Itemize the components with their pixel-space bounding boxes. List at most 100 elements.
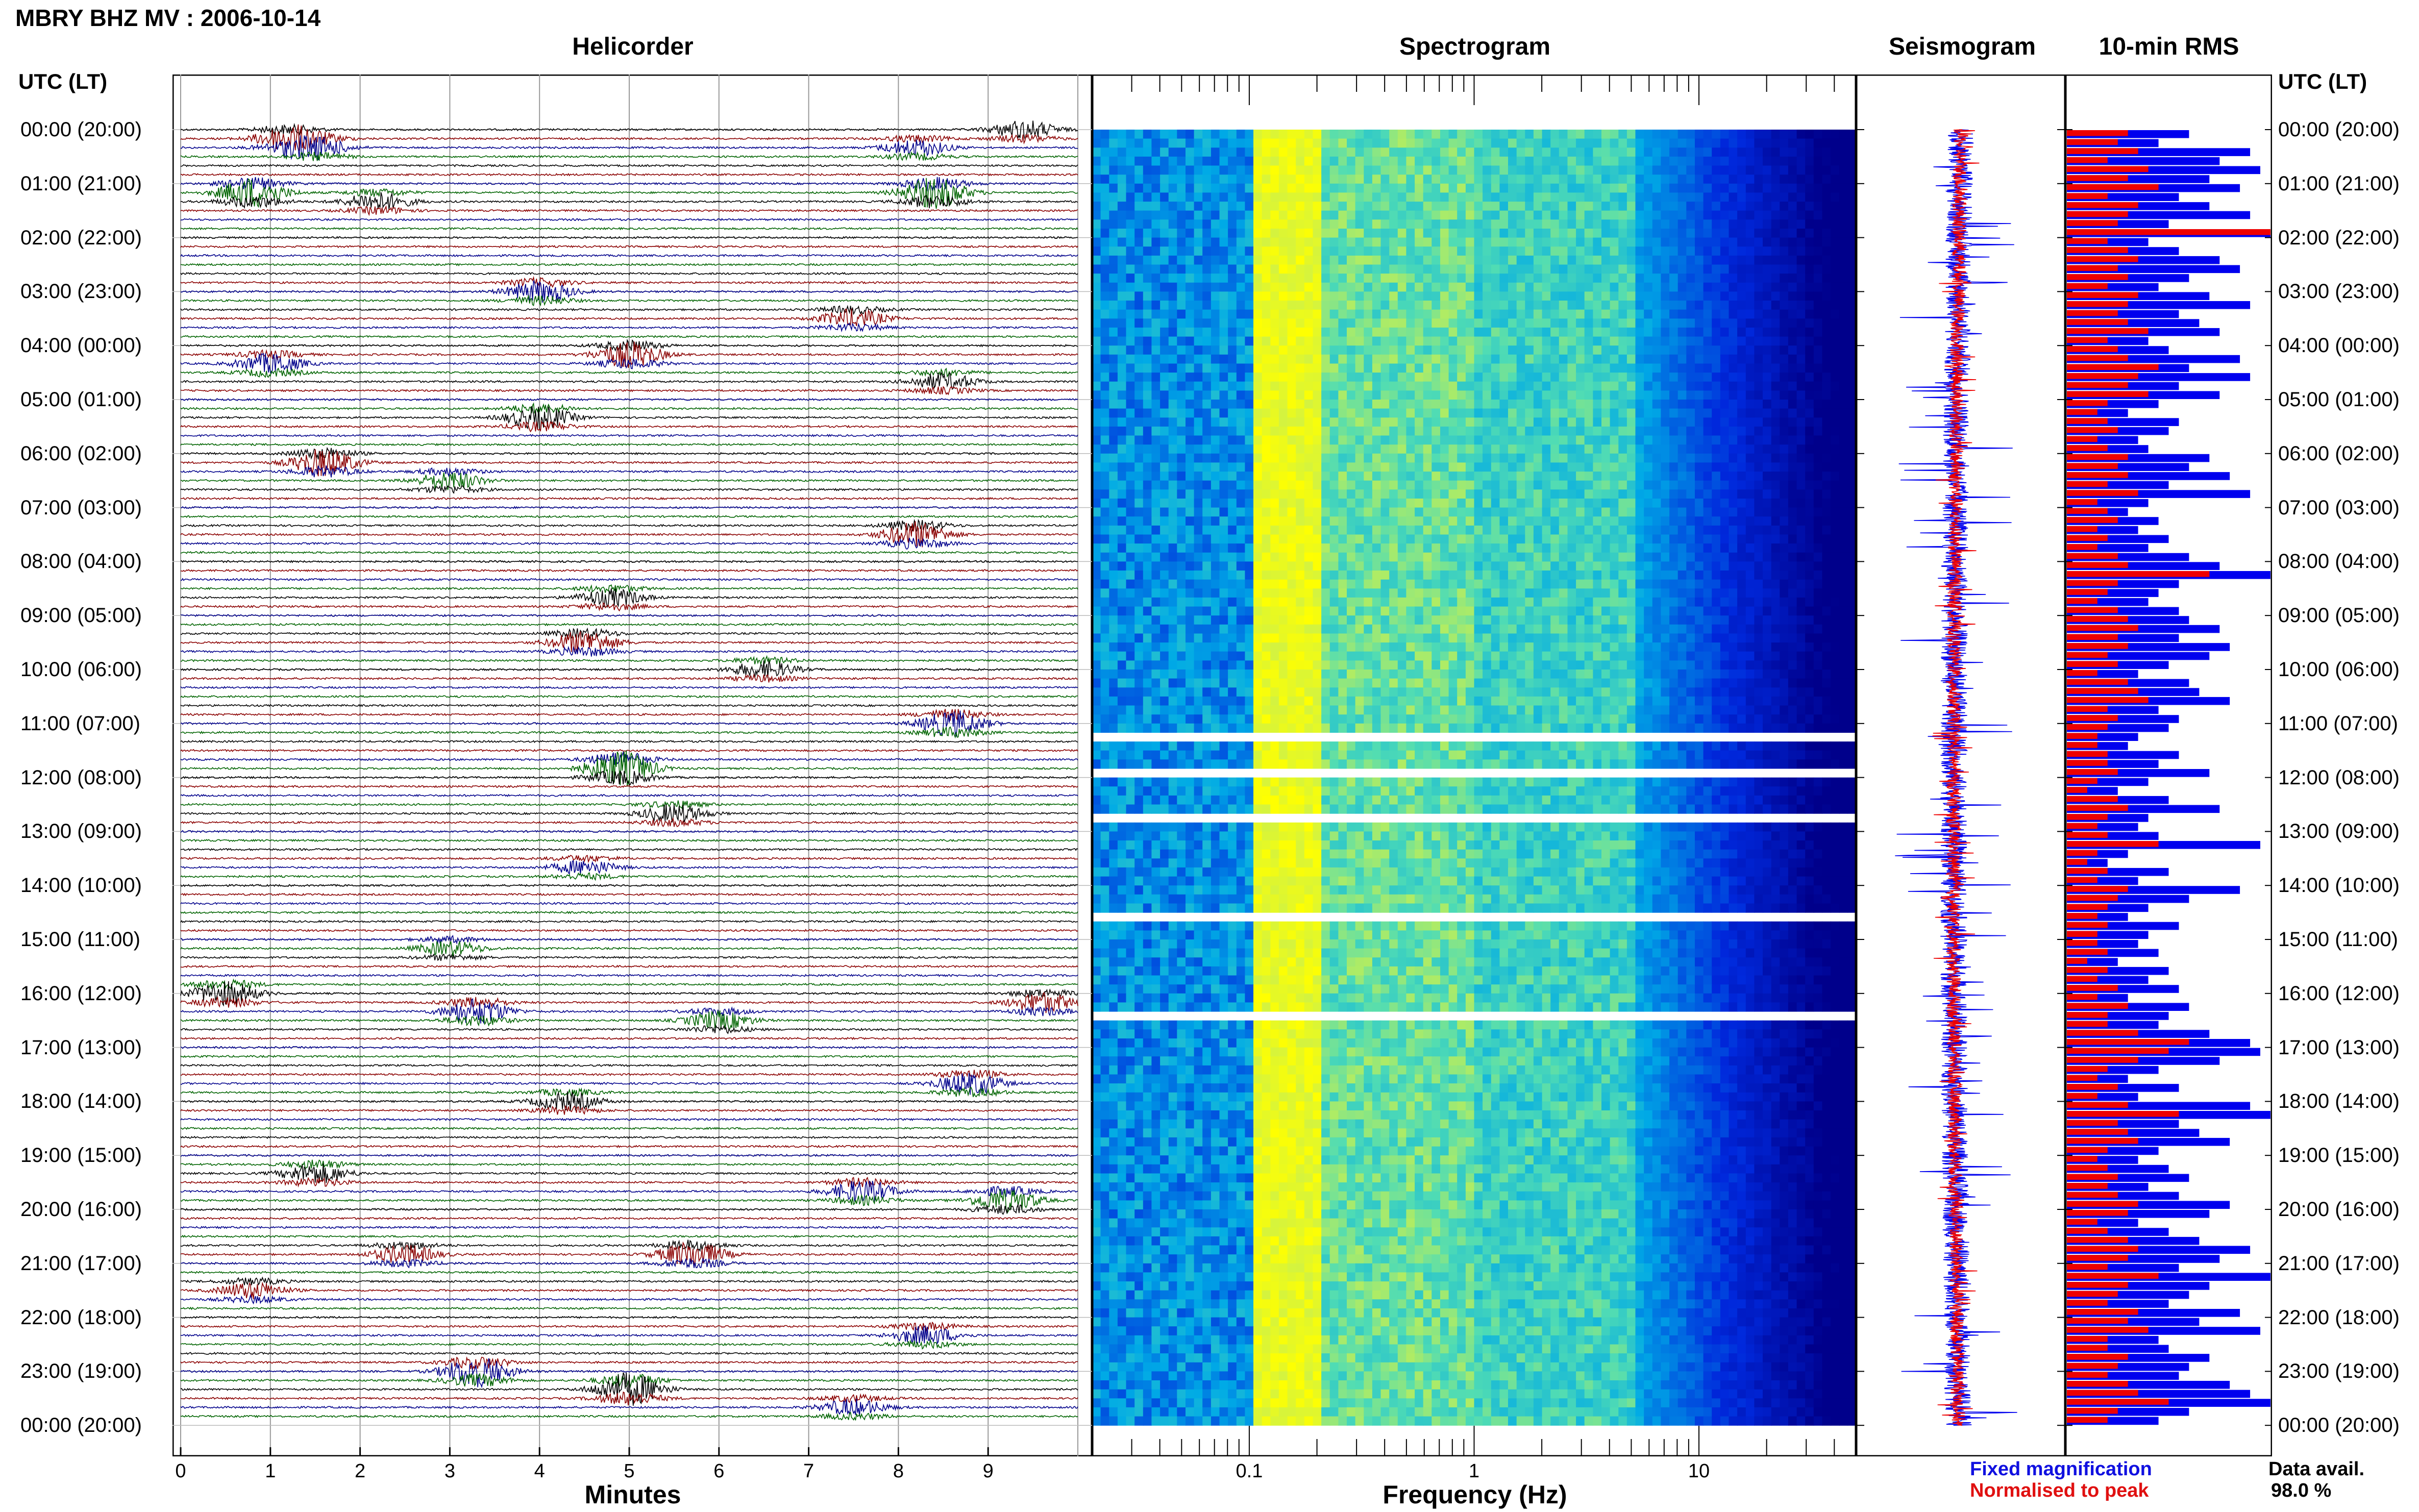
spectrogram-cell (1313, 363, 1322, 373)
spectrogram-cell (1364, 597, 1373, 607)
spectrogram-cell (1542, 489, 1551, 499)
spectrogram-cell (1109, 507, 1118, 517)
spectrogram-cell (1499, 301, 1509, 310)
spectrogram-cell (1737, 561, 1746, 571)
spectrogram-cell (1499, 480, 1509, 490)
spectrogram-cell (1695, 192, 1704, 202)
spectrogram-cell (1516, 336, 1526, 346)
spectrogram-cell (1296, 210, 1305, 220)
spectrogram-cell (1389, 507, 1398, 517)
spectrogram-cell (1253, 561, 1263, 571)
spectrogram-cell (1448, 327, 1458, 337)
spectrogram-cell (1559, 301, 1568, 310)
spectrogram-cell (1211, 237, 1220, 247)
spectrogram-cell (1372, 246, 1381, 256)
spectrogram-cell (1245, 525, 1254, 535)
spectrogram-cell (1287, 507, 1296, 517)
spectrogram-cell (1686, 274, 1695, 283)
spectrogram-cell (1822, 525, 1831, 535)
spectrogram-cell (1313, 282, 1322, 292)
spectrogram-cell (1465, 237, 1475, 247)
spectrogram-cell (1737, 327, 1746, 337)
spectrogram-cell (1780, 229, 1789, 238)
spectrogram-cell (1270, 472, 1279, 481)
spectrogram-cell (1270, 354, 1279, 364)
spectrogram-cell (1186, 462, 1195, 472)
spectrogram-cell (1194, 489, 1203, 499)
spectrogram-cell (1567, 597, 1576, 607)
spectrogram-cell (1177, 219, 1186, 229)
spectrogram-cell (1364, 499, 1373, 508)
spectrogram-cell (1796, 138, 1806, 148)
spectrogram-cell (1347, 588, 1356, 598)
spectrogram-cell (1729, 363, 1738, 373)
spectrogram-cell (1813, 255, 1823, 265)
spectrogram-cell (1236, 417, 1246, 427)
spectrogram-cell (1525, 156, 1534, 166)
spectrogram-cell (1745, 390, 1755, 400)
spectrogram-cell (1686, 246, 1695, 256)
spectrogram-cell (1576, 472, 1585, 481)
spectrogram-cell (1661, 489, 1670, 499)
spectrogram-cell (1143, 390, 1152, 400)
spectrogram-cell (1618, 373, 1627, 382)
spectrogram-cell (1796, 130, 1806, 139)
spectrogram-cell (1686, 444, 1695, 454)
spectrogram-cell (1677, 336, 1687, 346)
spectrogram-cell (1406, 147, 1415, 157)
spectrogram-cell (1228, 274, 1237, 283)
spectrogram-cell (1661, 264, 1670, 274)
helicorder-trace (180, 217, 1078, 221)
spectrogram-cell (1465, 373, 1475, 382)
spectrogram-cell (1134, 472, 1144, 481)
spectrogram-cell (1763, 507, 1772, 517)
spectrogram-cell (1304, 345, 1314, 355)
spectrogram-cell (1516, 219, 1526, 229)
spectrogram-cell (1805, 480, 1814, 490)
spectrogram-cell (1372, 202, 1381, 211)
spectrogram-cell (1720, 147, 1730, 157)
helicorder-trace (180, 602, 1078, 612)
spectrogram-cell (1763, 588, 1772, 598)
spectrogram-cell (1211, 183, 1220, 193)
spectrogram-cell (1635, 534, 1644, 544)
spectrogram-cell (1355, 588, 1364, 598)
spectrogram-cell (1202, 453, 1212, 463)
spectrogram-cell (1253, 219, 1263, 229)
spectrogram-cell (1347, 274, 1356, 283)
spectrogram-cell (1686, 516, 1695, 526)
spectrogram-cell (1533, 363, 1543, 373)
spectrogram-cell (1567, 571, 1576, 580)
spectrogram-cell (1729, 588, 1738, 598)
spectrogram-cell (1440, 309, 1449, 319)
spectrogram-cell (1618, 165, 1627, 175)
spectrogram-cell (1372, 426, 1381, 436)
spectrogram-cell (1364, 301, 1373, 310)
spectrogram-cell (1763, 282, 1772, 292)
spectrogram-cell (1372, 525, 1381, 535)
spectrogram-cell (1745, 534, 1755, 544)
spectrogram-cell (1347, 192, 1356, 202)
spectrogram-cell (1406, 138, 1415, 148)
spectrogram-cell (1415, 264, 1424, 274)
spectrogram-cell (1109, 543, 1118, 553)
spectrogram-cell (1635, 499, 1644, 508)
spectrogram-cell (1703, 336, 1712, 346)
spectrogram-cell (1194, 543, 1203, 553)
spectrogram-cell (1151, 301, 1161, 310)
spectrogram-cell (1423, 408, 1433, 418)
spectrogram-cell (1202, 229, 1212, 238)
spectrogram-cell (1542, 192, 1551, 202)
spectrogram-cell (1092, 489, 1101, 499)
spectrogram-cell (1788, 499, 1797, 508)
spectrogram-cell (1788, 552, 1797, 562)
spectrogram-cell (1262, 183, 1271, 193)
spectrogram-cell (1321, 282, 1330, 292)
spectrogram-cell (1559, 246, 1568, 256)
spectrogram-cell (1474, 345, 1483, 355)
spectrogram-cell (1839, 552, 1848, 562)
spectrogram-cell (1542, 219, 1551, 229)
spectrogram-cell (1788, 345, 1797, 355)
helicorder-trace (180, 893, 1078, 897)
spectrogram-cell (1533, 579, 1543, 589)
